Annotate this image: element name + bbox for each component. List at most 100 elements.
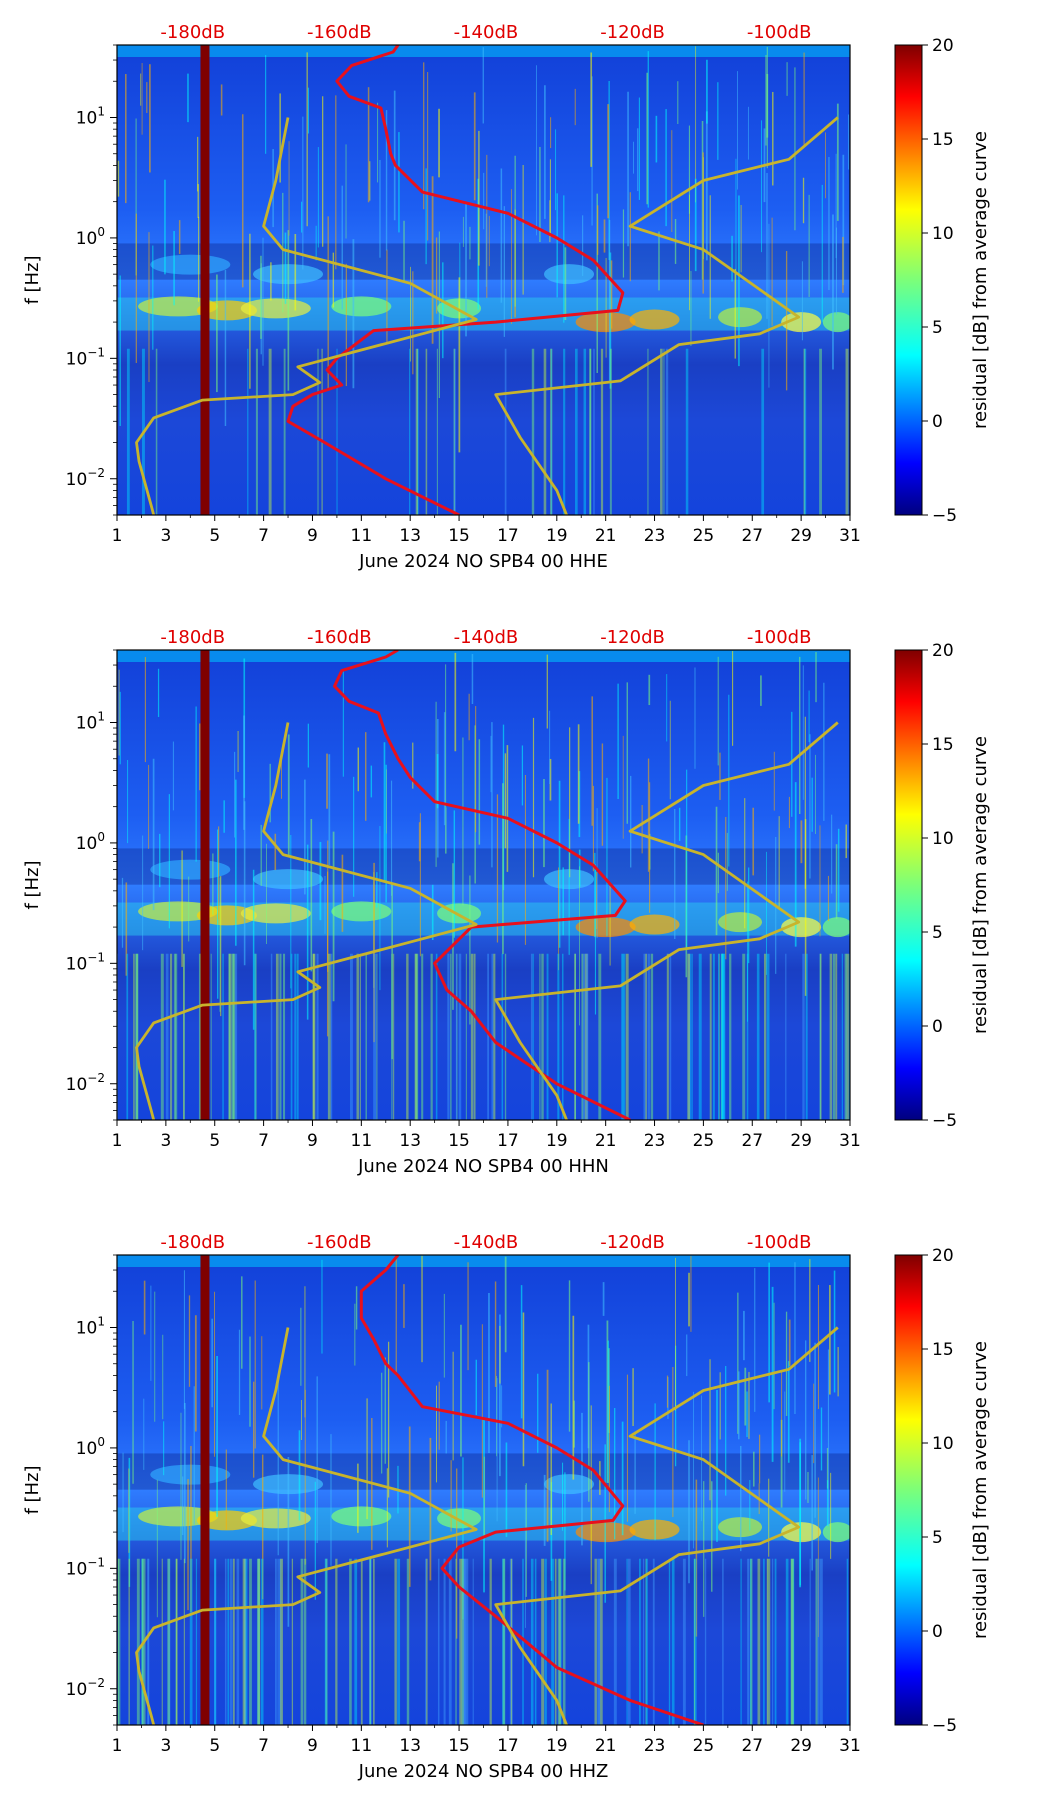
energy-blob bbox=[822, 312, 850, 333]
colorbar-tick-label: 20 bbox=[932, 36, 954, 56]
x-tick-label: 9 bbox=[307, 1131, 318, 1151]
db-scale-label: -160dB bbox=[307, 22, 372, 43]
nhnm-curve bbox=[494, 1326, 839, 1725]
nlnm-curve bbox=[135, 1327, 478, 1725]
db-scale-label: -120dB bbox=[600, 22, 665, 43]
colorbar-tick-label: 0 bbox=[932, 1622, 943, 1642]
colorbar-label: residual [dB] from average curve bbox=[970, 1341, 991, 1639]
x-tick-label: 5 bbox=[209, 1131, 220, 1151]
db-scale-label: -100dB bbox=[747, 22, 812, 43]
db-scale-label: -120dB bbox=[600, 627, 665, 648]
outage-column bbox=[200, 1255, 210, 1725]
x-tick-label: 1 bbox=[112, 1736, 123, 1756]
x-tick-label: 9 bbox=[307, 526, 318, 546]
energy-blob bbox=[629, 914, 680, 935]
spectrogram-image bbox=[117, 1255, 850, 1725]
db-scale-label: -100dB bbox=[747, 1232, 812, 1253]
colorbar-tick-label: −5 bbox=[932, 1111, 957, 1131]
x-tick-label: 7 bbox=[258, 1736, 269, 1756]
db-scale-label: -120dB bbox=[600, 1232, 665, 1253]
x-tick-label: 3 bbox=[160, 526, 171, 546]
x-tick-label: 19 bbox=[546, 526, 568, 546]
x-tick-label: 23 bbox=[644, 1736, 666, 1756]
energy-blob bbox=[781, 917, 822, 938]
y-tick-label: 10−1 bbox=[66, 345, 105, 369]
energy-blob bbox=[253, 869, 324, 890]
db-scale-label: -180dB bbox=[160, 22, 225, 43]
x-tick-label: 15 bbox=[448, 1736, 470, 1756]
energy-blob bbox=[575, 917, 636, 938]
energy-blob bbox=[331, 1506, 392, 1527]
db-scale-label: -140dB bbox=[454, 22, 519, 43]
nhnm-curve bbox=[494, 116, 839, 515]
x-tick-label: 9 bbox=[307, 1736, 318, 1756]
colorbar-tick-label: 5 bbox=[932, 318, 943, 338]
x-tick-label: 29 bbox=[790, 526, 812, 546]
y-axis-label: f [Hz] bbox=[22, 255, 43, 304]
x-tick-label: 19 bbox=[546, 1736, 568, 1756]
x-tick-label: 11 bbox=[351, 1736, 373, 1756]
x-tick-label: 3 bbox=[160, 1736, 171, 1756]
y-tick-label: 10−1 bbox=[66, 950, 105, 974]
x-tick-label: 21 bbox=[595, 1736, 617, 1756]
energy-blob bbox=[240, 1508, 311, 1529]
x-tick-label: 25 bbox=[693, 526, 715, 546]
y-tick-label: 100 bbox=[76, 225, 105, 249]
x-tick-label: 13 bbox=[399, 526, 421, 546]
outage-column bbox=[200, 45, 210, 515]
y-tick-label: 10−2 bbox=[66, 1676, 105, 1700]
x-tick-label: 21 bbox=[595, 1131, 617, 1151]
colorbar-label: residual [dB] from average curve bbox=[970, 736, 991, 1034]
x-tick-label: 1 bbox=[112, 526, 123, 546]
x-tick-label: 7 bbox=[258, 526, 269, 546]
spectrogram-background bbox=[117, 650, 850, 1120]
x-tick-label: 29 bbox=[790, 1131, 812, 1151]
x-axis-label: June 2024 NO SPB4 00 HHN bbox=[357, 1156, 609, 1177]
quiet-band bbox=[117, 848, 850, 885]
median-noise-curve bbox=[333, 650, 631, 1120]
x-tick-label: 31 bbox=[839, 1736, 861, 1756]
x-tick-label: 11 bbox=[351, 526, 373, 546]
quiet-band bbox=[117, 243, 850, 280]
energy-blob bbox=[240, 298, 311, 319]
energy-blob bbox=[718, 307, 763, 328]
y-tick-label: 101 bbox=[76, 104, 105, 128]
energy-blob bbox=[196, 905, 257, 926]
energy-blob bbox=[781, 1522, 822, 1543]
x-tick-label: 1 bbox=[112, 1131, 123, 1151]
colorbar-tick-label: 20 bbox=[932, 641, 954, 661]
colorbar-tick-label: 15 bbox=[932, 1340, 954, 1360]
x-tick-label: 25 bbox=[693, 1131, 715, 1151]
x-axis-label: June 2024 NO SPB4 00 HHZ bbox=[358, 1761, 609, 1782]
x-tick-label: 5 bbox=[209, 526, 220, 546]
colorbar bbox=[894, 649, 923, 1121]
db-scale-label: -160dB bbox=[307, 1232, 372, 1253]
db-scale-label: -100dB bbox=[747, 627, 812, 648]
energy-blob bbox=[150, 859, 231, 880]
energy-blob bbox=[822, 917, 850, 938]
energy-blob bbox=[331, 296, 392, 317]
hf-band bbox=[117, 1255, 850, 1267]
x-tick-label: 27 bbox=[741, 526, 763, 546]
spectrogram-image bbox=[117, 650, 850, 1120]
y-tick-label: 101 bbox=[76, 709, 105, 733]
colorbar-label: residual [dB] from average curve bbox=[970, 131, 991, 429]
energy-blob bbox=[240, 903, 311, 924]
colorbar-tick-label: 15 bbox=[932, 735, 954, 755]
x-tick-label: 7 bbox=[258, 1131, 269, 1151]
energy-blob bbox=[575, 312, 636, 333]
hf-band bbox=[117, 650, 850, 662]
y-axis-label: f [Hz] bbox=[22, 860, 43, 909]
x-tick-label: 23 bbox=[644, 526, 666, 546]
x-tick-label: 13 bbox=[399, 1131, 421, 1151]
energy-blob bbox=[196, 300, 257, 321]
colorbar-tick-label: 0 bbox=[932, 412, 943, 432]
spectrogram-image bbox=[117, 45, 850, 515]
x-tick-label: 31 bbox=[839, 526, 861, 546]
x-tick-label: 11 bbox=[351, 1131, 373, 1151]
x-tick-label: 13 bbox=[399, 1736, 421, 1756]
nhnm-curve bbox=[494, 721, 839, 1120]
